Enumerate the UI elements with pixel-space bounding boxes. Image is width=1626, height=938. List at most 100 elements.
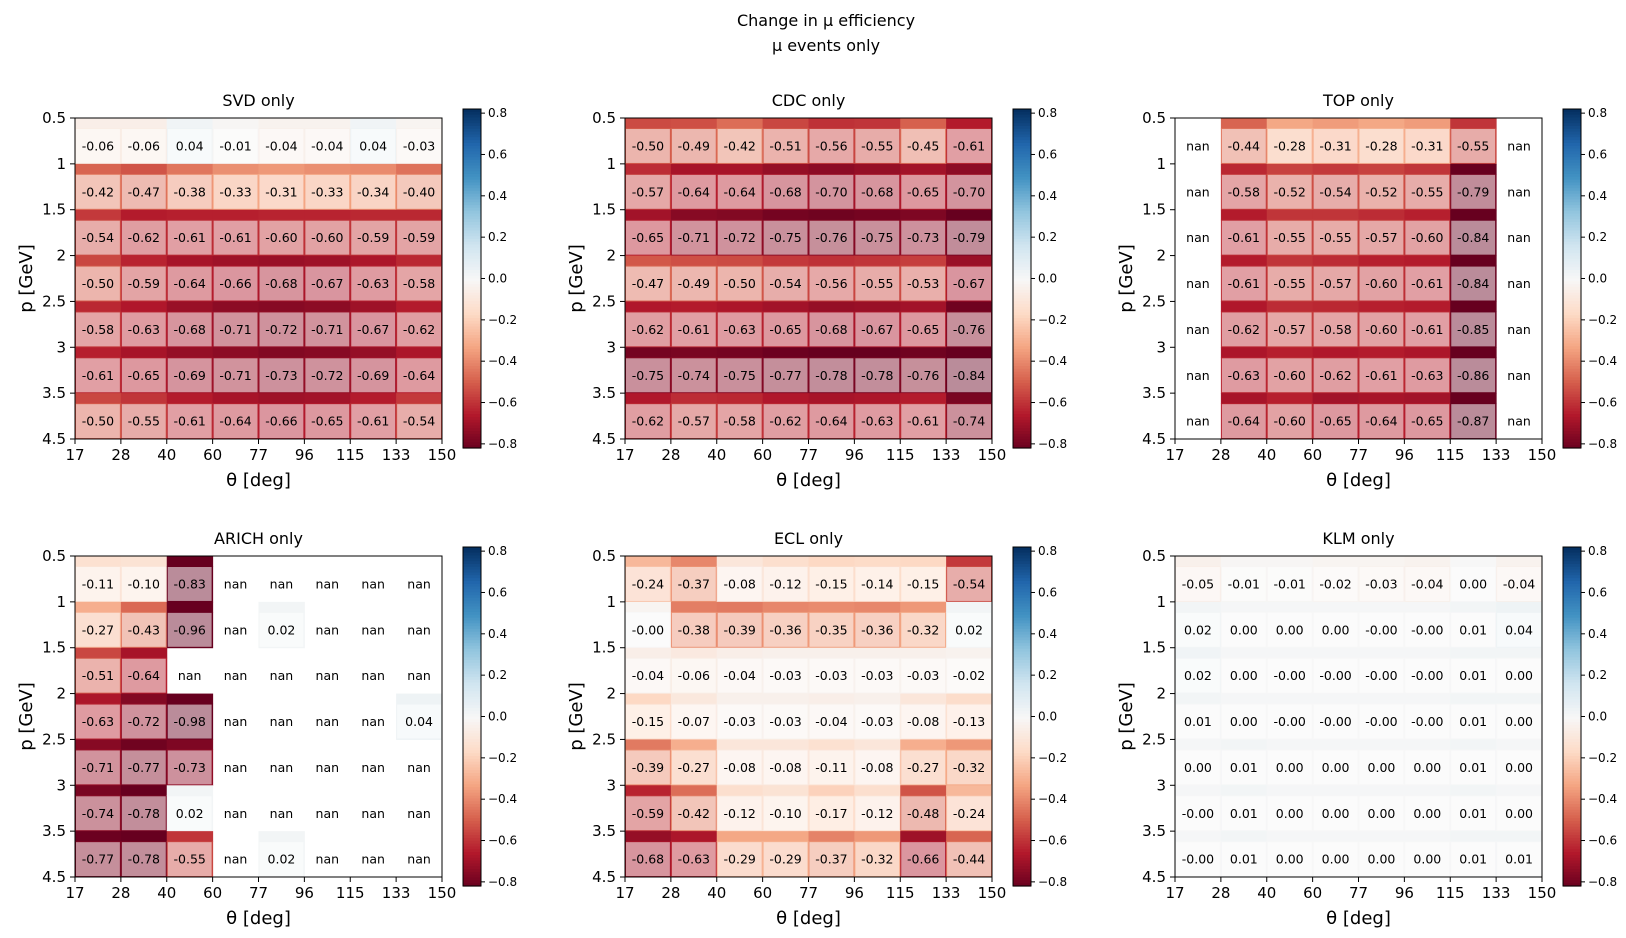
colorbar-segment	[1013, 199, 1031, 203]
heatmap-cell-strip	[808, 556, 855, 567]
heatmap-cell-strip	[670, 118, 718, 129]
heatmap-cell-strip	[120, 255, 168, 267]
colorbar-segment	[463, 682, 481, 687]
colorbar-segment	[1013, 442, 1031, 446]
heatmap-cell-strip	[1358, 163, 1405, 175]
heatmap-cell-strip	[1404, 556, 1451, 567]
colorbar-segment	[1563, 874, 1581, 879]
heatmap-cell-strip	[258, 255, 305, 267]
colorbar-segment	[1013, 196, 1031, 200]
colorbar-segment	[1563, 547, 1581, 551]
colorbar-segment	[1563, 131, 1581, 136]
colorbar-segment	[1013, 278, 1031, 282]
colorbar-segment	[463, 151, 481, 155]
cell-label-box	[167, 266, 212, 301]
colorbar-segment	[463, 349, 481, 353]
cell-value-label: -0.03	[769, 668, 801, 683]
cell-label-box	[167, 174, 212, 209]
heatmap-cell-strip	[1312, 647, 1359, 659]
colorbar-segment	[1563, 583, 1581, 588]
cell-label-box	[809, 404, 854, 439]
cell-value-label: -0.65	[632, 230, 664, 245]
cell-value-label: 0.01	[1230, 806, 1258, 821]
cell-value-label: 0.00	[1505, 668, 1533, 683]
colorbar-segment	[463, 708, 481, 712]
heatmap-cell-strip	[854, 347, 901, 358]
cell-value-label: -0.61	[1228, 230, 1260, 245]
heatmap-cell-strip	[1220, 693, 1268, 705]
colorbar-segment	[463, 835, 481, 839]
x-tick-label: 17	[1165, 884, 1184, 902]
heatmap-cell-strip	[1450, 301, 1497, 313]
colorbar-segment	[1013, 806, 1031, 811]
x-tick-label: 96	[295, 446, 314, 464]
cell-label-box	[763, 129, 808, 163]
cell-label-box	[671, 750, 716, 785]
cell-label-box	[305, 174, 350, 209]
cell-value-label: -0.32	[907, 622, 939, 637]
cell-label-box	[1267, 220, 1312, 255]
cell-label-box	[1221, 658, 1266, 693]
colorbar-segment	[1013, 244, 1031, 249]
cell-value-label: -0.84	[1457, 230, 1489, 245]
cell-value-label: -0.06	[82, 138, 114, 153]
x-tick-label: 115	[336, 446, 365, 464]
colorbar-segment	[1563, 823, 1581, 828]
x-tick-label: 60	[203, 884, 222, 902]
heatmap-cell-strip	[166, 118, 214, 129]
heatmap-cell-strip	[258, 601, 305, 613]
colorbar-segment	[1013, 736, 1031, 740]
colorbar-segment	[463, 207, 481, 212]
cell-value-label: -0.68	[174, 322, 206, 337]
heatmap-cell-strip	[1220, 647, 1268, 659]
colorbar-segment	[1013, 111, 1031, 116]
colorbar-segment	[1013, 804, 1031, 808]
heatmap-cell-strip	[716, 301, 764, 313]
cell-label-box	[717, 312, 762, 347]
cell-label-box	[1405, 129, 1450, 163]
cell-label-box	[901, 266, 946, 301]
cell-value-label: -0.12	[724, 806, 756, 821]
colorbar-segment	[463, 323, 481, 328]
panel-title: TOP only	[1322, 91, 1394, 110]
heatmap-panel-2: -0.50 -0.49 -0.42 -0.51 -0.56 -0.55 -0.45 -0.61…	[566, 91, 1067, 491]
colorbar-segment	[1013, 547, 1031, 551]
cell-value-label: -0.49	[678, 276, 710, 291]
cell-value-label: -0.65	[907, 322, 939, 337]
colorbar-segment	[463, 117, 481, 121]
colorbar-segment	[463, 111, 481, 116]
colorbar-segment	[1013, 210, 1031, 215]
cell-value-label: nan	[316, 806, 340, 821]
y-tick-label: 0.5	[1142, 547, 1166, 565]
colorbar-segment	[1013, 747, 1031, 751]
cell-label-box	[167, 129, 212, 163]
colorbar-segment	[1013, 408, 1031, 412]
colorbar-tick-label: 0.6	[1588, 147, 1607, 161]
heatmap-cell-strip	[900, 831, 947, 842]
colorbar-segment	[1563, 854, 1581, 859]
heatmap-cell-strip	[1404, 739, 1451, 751]
cell-value-label: -0.58	[1319, 322, 1351, 337]
colorbar-segment	[1563, 134, 1581, 138]
y-tick-label: 2	[1156, 247, 1166, 265]
cell-label-box	[717, 174, 762, 209]
heatmap-cell-strip	[946, 301, 993, 313]
cell-label-box	[1405, 266, 1450, 301]
cell-label-box	[305, 266, 350, 301]
cell-label-box	[717, 129, 762, 163]
colorbar-segment	[1563, 693, 1581, 698]
heatmap-cell-strip	[166, 831, 214, 842]
colorbar-segment	[1563, 623, 1581, 627]
heatmap-cell-strip	[625, 693, 672, 705]
cell-value-label: -0.24	[632, 576, 664, 591]
cell-label-box	[947, 658, 991, 693]
colorbar-segment	[1563, 419, 1581, 424]
colorbar-segment	[1563, 614, 1581, 619]
colorbar-segment	[463, 337, 481, 342]
colorbar-segment	[1563, 739, 1581, 743]
cell-value-label: -0.00	[1319, 714, 1351, 729]
colorbar-segment	[1013, 761, 1031, 766]
colorbar-segment	[1563, 727, 1581, 732]
heatmap-cell-strip	[762, 163, 809, 175]
colorbar-segment	[463, 380, 481, 384]
